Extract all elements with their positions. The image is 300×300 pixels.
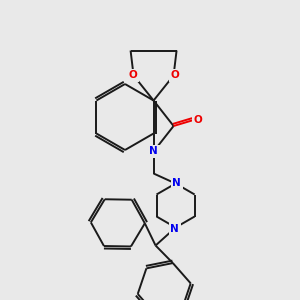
Text: N: N	[170, 224, 179, 233]
Text: O: O	[194, 115, 202, 125]
Text: N: N	[149, 146, 158, 157]
Text: O: O	[170, 70, 179, 80]
Text: O: O	[128, 70, 137, 80]
Text: N: N	[172, 178, 181, 188]
